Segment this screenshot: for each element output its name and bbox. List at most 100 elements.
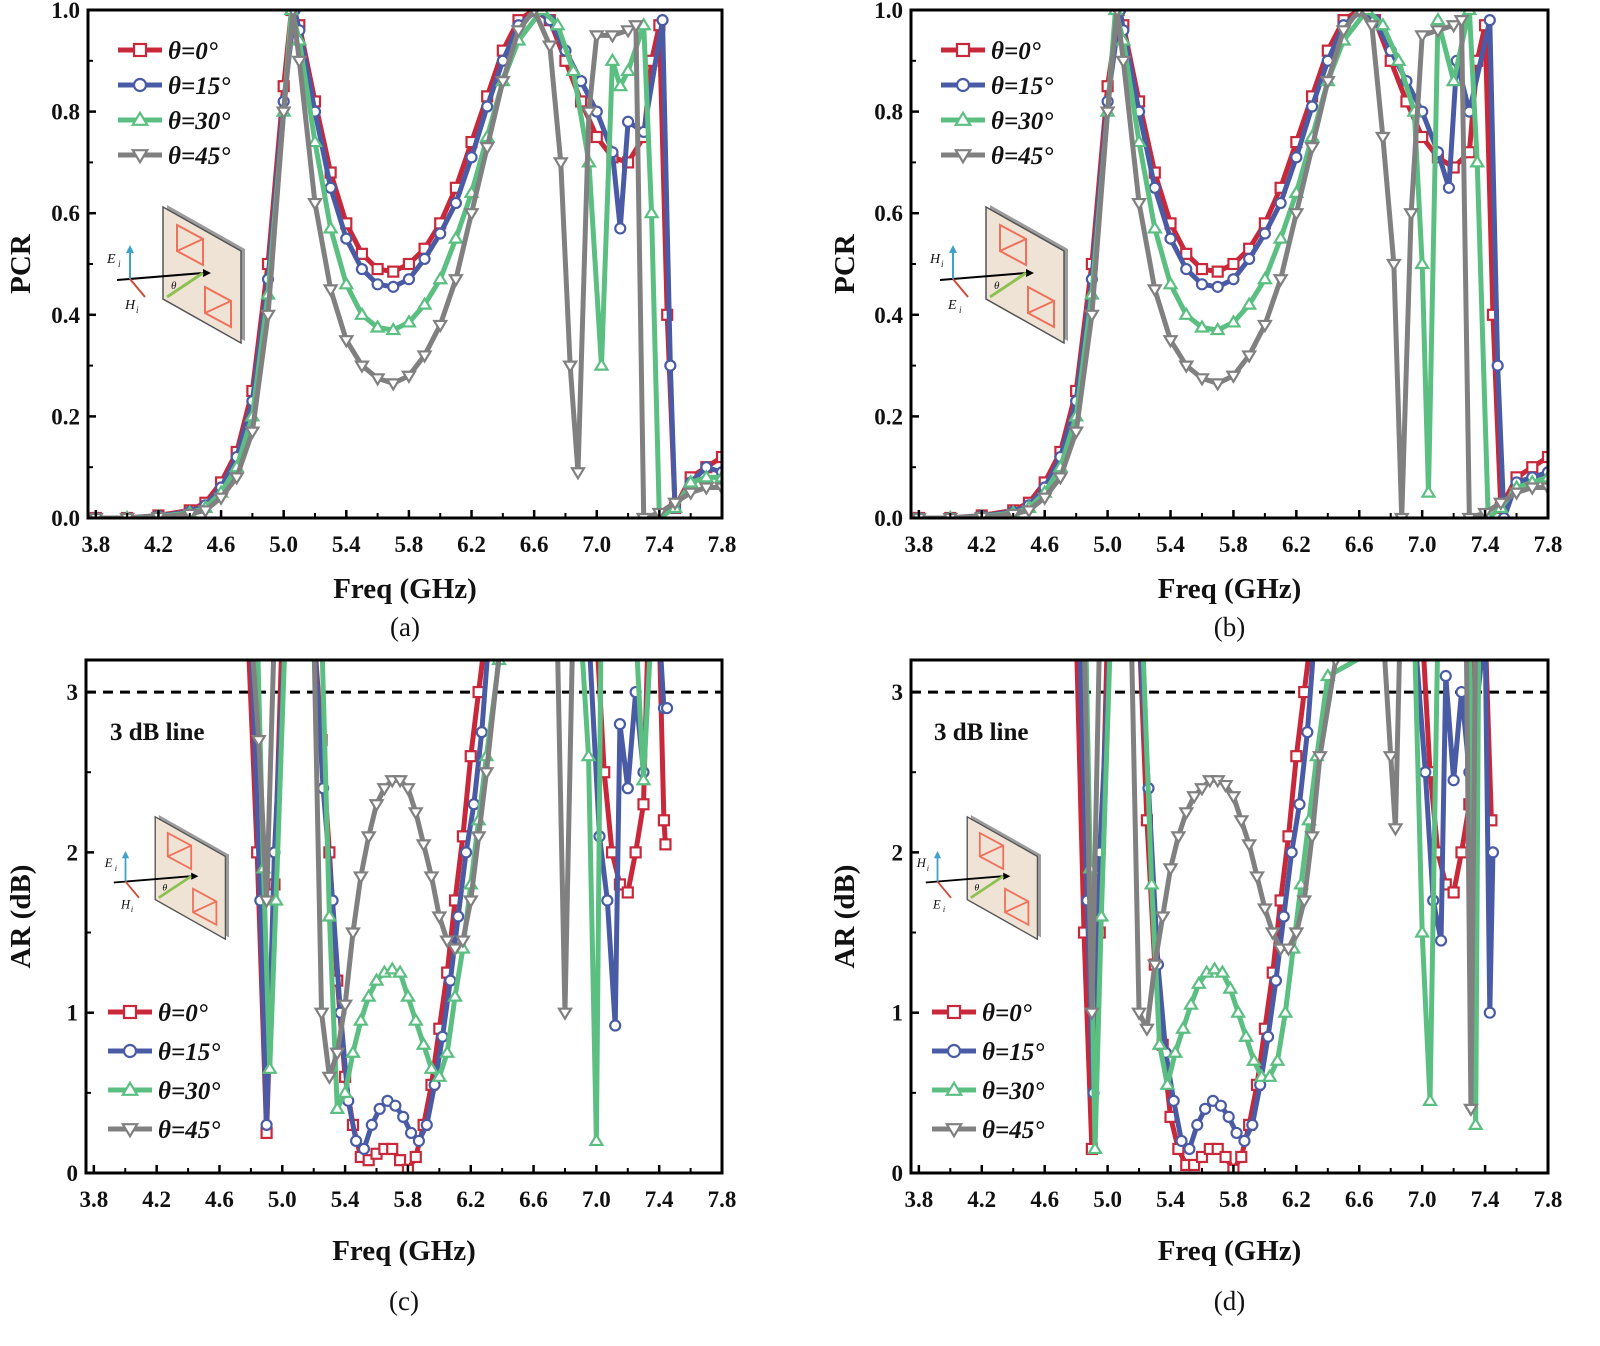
data-point bbox=[637, 798, 650, 811]
data-point bbox=[431, 911, 448, 925]
data-point bbox=[1455, 846, 1468, 859]
data-point bbox=[1214, 964, 1231, 978]
y-tick-label: 0.8 bbox=[874, 100, 903, 125]
legend-label: θ=15° bbox=[168, 73, 230, 100]
data-point bbox=[376, 783, 393, 797]
data-point bbox=[614, 222, 627, 235]
data-point bbox=[1225, 370, 1242, 384]
x-tick-label: 5.8 bbox=[394, 1187, 423, 1212]
series-theta-45 bbox=[88, 10, 722, 518]
data-point bbox=[667, 497, 683, 511]
data-point bbox=[462, 895, 479, 909]
data-point bbox=[659, 838, 672, 851]
data-point bbox=[354, 360, 370, 374]
data-point bbox=[423, 871, 440, 885]
legend-item: θ=0° bbox=[118, 38, 218, 65]
y-tick-label: 0.8 bbox=[51, 100, 80, 125]
data-point bbox=[338, 276, 355, 290]
data-point bbox=[260, 309, 276, 323]
data-point bbox=[1195, 278, 1209, 291]
y-tick-label: 0.4 bbox=[874, 303, 903, 328]
x-tick-label: 3.8 bbox=[79, 1187, 108, 1212]
data-point bbox=[1304, 142, 1321, 156]
data-point bbox=[268, 892, 284, 906]
data-point bbox=[418, 252, 431, 266]
legend-item: θ=30° bbox=[932, 1078, 1044, 1105]
data-point bbox=[1277, 1004, 1294, 1018]
data-point bbox=[393, 1154, 407, 1167]
legend-item: θ=0° bbox=[108, 1000, 208, 1027]
data-point bbox=[467, 798, 480, 811]
data-point bbox=[404, 1126, 418, 1140]
data-point bbox=[1469, 154, 1486, 168]
legend-label: θ=45° bbox=[982, 1117, 1044, 1144]
data-point bbox=[392, 964, 409, 978]
data-point bbox=[1293, 798, 1306, 811]
data-point bbox=[1256, 903, 1273, 917]
data-point bbox=[682, 474, 699, 488]
data-point bbox=[345, 927, 361, 941]
legend-marker bbox=[130, 149, 150, 165]
data-point bbox=[447, 230, 464, 244]
data-point bbox=[402, 273, 416, 286]
data-point bbox=[621, 782, 634, 795]
x-tick-label: 5.0 bbox=[268, 1187, 297, 1212]
legend-label: θ=0° bbox=[168, 38, 218, 65]
data-point bbox=[552, 157, 569, 171]
data-point bbox=[415, 1036, 432, 1050]
data-point bbox=[357, 1142, 371, 1156]
data-point bbox=[1131, 197, 1148, 212]
data-point bbox=[1093, 908, 1110, 922]
data-point bbox=[621, 115, 635, 128]
data-point bbox=[447, 943, 463, 957]
data-point bbox=[389, 1099, 402, 1112]
data-point bbox=[682, 487, 699, 501]
data-point bbox=[1285, 846, 1298, 859]
x-tick-label: 4.6 bbox=[1030, 532, 1059, 557]
data-point bbox=[593, 357, 610, 371]
legend-label: θ=45° bbox=[168, 143, 230, 170]
data-point bbox=[580, 106, 597, 120]
upper-field-subscript: i bbox=[115, 864, 117, 873]
data-point bbox=[1217, 779, 1234, 794]
data-point bbox=[1382, 751, 1399, 765]
data-point bbox=[1099, 106, 1116, 120]
data-point bbox=[1280, 943, 1297, 957]
lower-field-subscript: i bbox=[136, 305, 139, 315]
upper-field-label: E bbox=[106, 252, 116, 267]
data-point bbox=[407, 807, 424, 821]
x-tick-label: 5.0 bbox=[269, 532, 298, 557]
data-point bbox=[371, 262, 384, 276]
incident-wave-arrow bbox=[939, 272, 1027, 281]
data-point bbox=[352, 871, 369, 885]
lower-field-label: E bbox=[947, 298, 957, 313]
data-point bbox=[1305, 100, 1319, 113]
data-point bbox=[1146, 220, 1163, 234]
data-point bbox=[373, 1102, 386, 1115]
data-point bbox=[1374, 17, 1391, 31]
data-point bbox=[1374, 131, 1391, 146]
x-tick-label: 7.4 bbox=[1471, 1187, 1500, 1212]
data-point bbox=[1269, 1052, 1286, 1066]
theta-angle-label: θ bbox=[974, 883, 979, 894]
upper-field-label: E bbox=[104, 856, 113, 870]
data-point bbox=[368, 799, 385, 813]
data-point bbox=[1403, 208, 1420, 222]
plot-area bbox=[911, 10, 1548, 518]
panel-b: 3.8 4.2 4.6 5.0 5.4 5.8 6.2 6.6 7.0 7.4 7.8 0.0 0.2 0… bbox=[829, 0, 1562, 642]
legend-item: θ=30° bbox=[941, 108, 1053, 135]
x-tick-label: 5.0 bbox=[1093, 532, 1122, 557]
data-point bbox=[439, 935, 456, 949]
data-point bbox=[1131, 1007, 1148, 1021]
legend-marker bbox=[953, 149, 973, 165]
data-point bbox=[1492, 497, 1509, 511]
data-point bbox=[478, 767, 495, 781]
data-point bbox=[1190, 975, 1207, 989]
y-tick-label: 0.2 bbox=[874, 404, 903, 429]
y-axis-label: AR (dB) bbox=[829, 865, 861, 969]
pattern-cell bbox=[999, 223, 1027, 267]
legend-label: θ=30° bbox=[158, 1078, 220, 1105]
incident-wave-arrow bbox=[116, 272, 204, 281]
data-point bbox=[604, 52, 621, 66]
